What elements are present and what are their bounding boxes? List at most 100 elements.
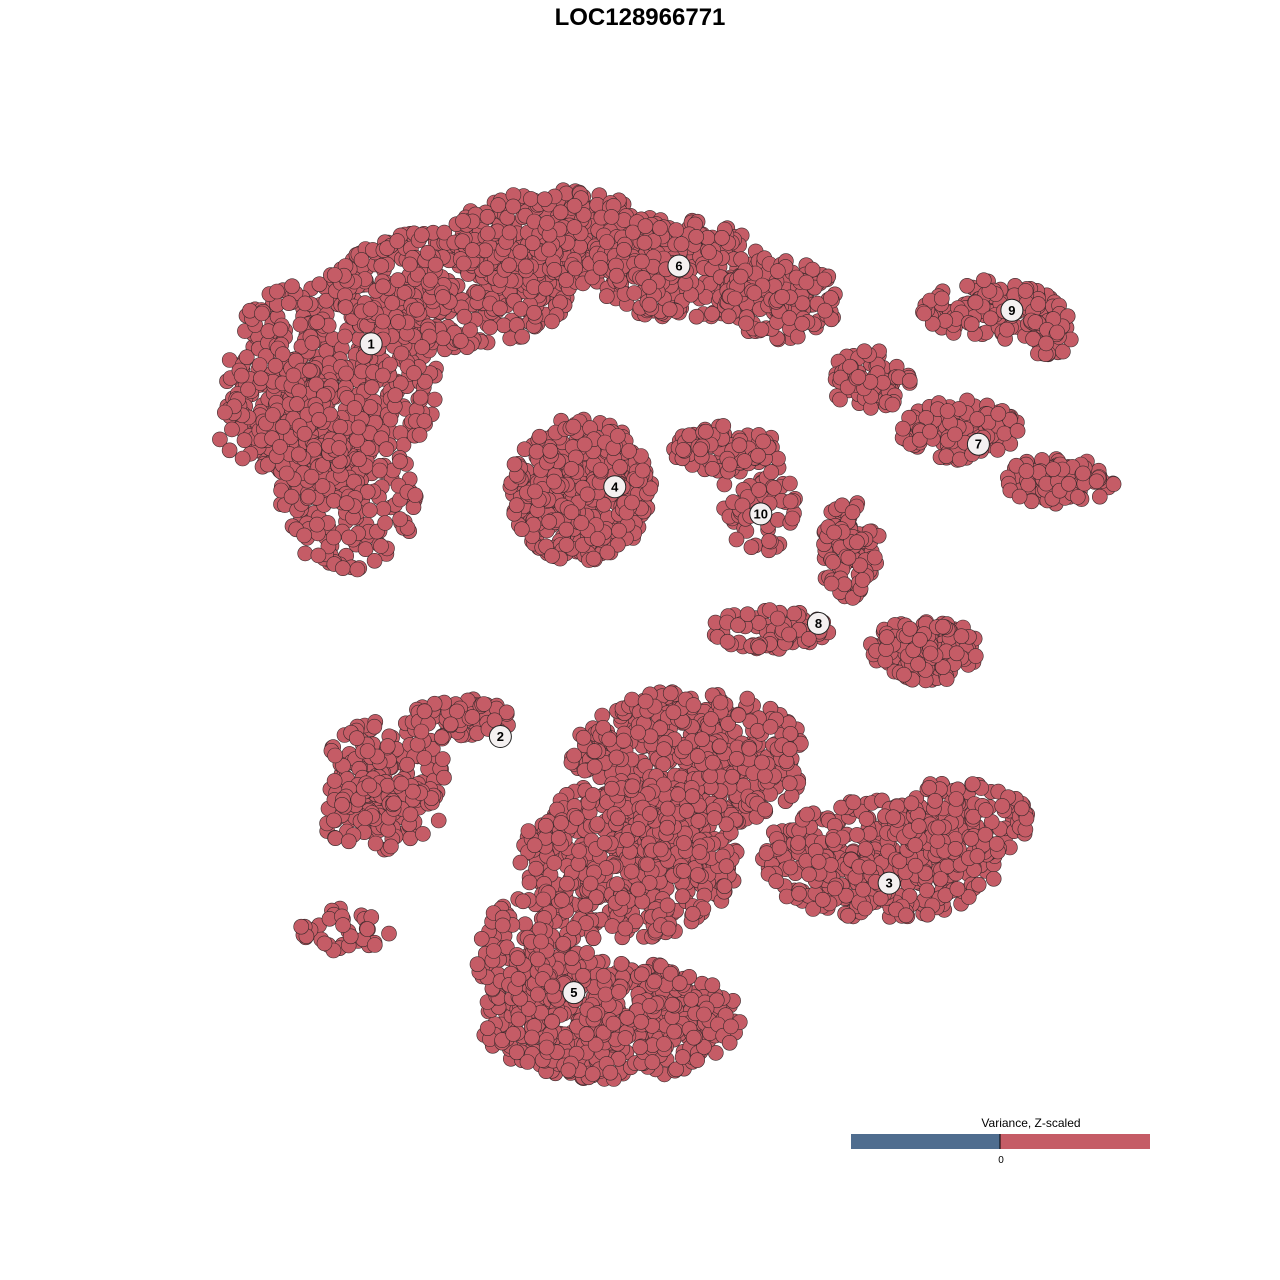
data-point — [482, 319, 498, 336]
data-point — [652, 220, 668, 236]
data-point — [731, 437, 748, 454]
data-point — [732, 268, 749, 285]
data-point — [576, 436, 593, 453]
data-point — [512, 244, 529, 260]
data-point — [217, 404, 233, 421]
data-point — [272, 321, 289, 338]
data-point — [603, 209, 620, 225]
data-point — [506, 456, 523, 473]
data-point — [720, 308, 737, 325]
data-point — [615, 732, 632, 749]
data-point — [621, 443, 637, 459]
data-point — [609, 876, 625, 892]
data-point — [781, 626, 797, 643]
data-point — [311, 276, 328, 293]
data-point — [816, 271, 833, 288]
data-point — [558, 521, 575, 538]
data-point — [714, 230, 730, 246]
data-point — [523, 191, 539, 207]
data-point — [254, 305, 270, 322]
data-point — [659, 897, 676, 914]
data-point — [592, 462, 609, 478]
data-point — [739, 690, 756, 707]
data-point — [382, 356, 398, 373]
data-point — [304, 335, 321, 351]
data-point — [674, 888, 691, 905]
data-point — [373, 258, 390, 274]
data-point — [850, 369, 867, 385]
data-point — [589, 816, 606, 832]
data-point — [346, 400, 363, 416]
data-point — [690, 813, 707, 829]
data-point — [639, 856, 656, 873]
data-point — [656, 741, 672, 758]
data-point — [546, 855, 563, 871]
data-point — [614, 890, 631, 906]
data-point — [959, 277, 975, 294]
data-point — [571, 843, 587, 859]
data-point — [676, 835, 692, 851]
data-point — [624, 778, 641, 795]
data-point — [552, 204, 569, 221]
data-point — [284, 278, 300, 295]
data-point — [782, 475, 798, 492]
data-point — [623, 863, 640, 880]
data-point — [296, 425, 313, 442]
data-point — [469, 285, 486, 301]
data-point — [948, 645, 965, 662]
data-point — [236, 432, 253, 449]
data-point — [479, 225, 496, 242]
data-point — [406, 365, 422, 381]
data-point — [895, 420, 911, 437]
data-point — [996, 425, 1013, 442]
data-point — [568, 810, 585, 826]
data-point — [531, 428, 548, 445]
data-point — [350, 419, 367, 436]
data-point — [692, 441, 709, 458]
data-point — [684, 905, 701, 922]
data-point — [455, 213, 471, 229]
data-point — [309, 314, 326, 331]
data-point — [754, 754, 770, 771]
data-point — [938, 448, 955, 465]
data-point — [492, 300, 508, 317]
data-point — [272, 439, 288, 455]
data-point — [389, 233, 406, 249]
data-point — [512, 854, 529, 871]
data-point — [264, 407, 281, 423]
data-point — [550, 830, 567, 846]
data-point — [724, 768, 741, 785]
data-point — [866, 549, 883, 566]
data-point — [753, 321, 770, 338]
data-point — [769, 610, 786, 627]
data-point — [566, 219, 583, 235]
data-point — [947, 426, 963, 443]
data-point — [757, 768, 773, 784]
data-point — [573, 515, 590, 531]
data-point — [409, 301, 425, 318]
data-point — [969, 411, 986, 427]
data-point — [630, 821, 647, 837]
data-point — [337, 328, 353, 345]
data-point — [774, 289, 790, 305]
data-point — [675, 442, 692, 458]
data-point — [1088, 473, 1105, 490]
data-point — [427, 256, 444, 273]
data-point — [840, 549, 857, 566]
data-point — [1070, 489, 1086, 505]
data-point — [373, 538, 389, 554]
data-point — [546, 261, 563, 278]
data-point — [508, 497, 525, 514]
data-point — [536, 191, 553, 207]
data-point — [541, 513, 558, 530]
data-point — [844, 504, 861, 521]
data-point — [419, 244, 436, 261]
data-point — [285, 367, 302, 384]
data-point — [763, 464, 780, 480]
data-point — [519, 1054, 536, 1070]
data-point — [335, 560, 351, 577]
data-point — [310, 547, 327, 564]
data-point — [634, 462, 651, 479]
data-point — [596, 835, 613, 851]
data-point — [982, 310, 999, 327]
